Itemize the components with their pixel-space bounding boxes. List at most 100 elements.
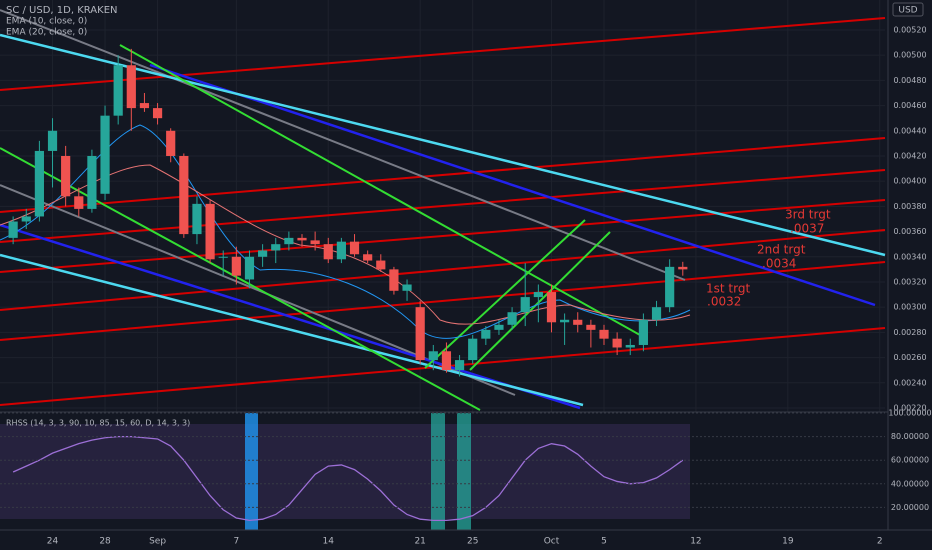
candle-body: [599, 329, 609, 339]
y-tick-label: 0.00480: [893, 76, 926, 85]
candle-body: [336, 241, 346, 260]
trend-line: [0, 9, 686, 281]
trend-line: [424, 219, 586, 369]
candle-body: [651, 307, 662, 320]
trend-line: [0, 33, 886, 257]
signal-column: [431, 413, 445, 530]
y-tick-label: 0.00420: [893, 151, 926, 160]
candle-body: [612, 338, 622, 348]
y-tick-label: 60.00000: [891, 456, 929, 465]
candle-body: [560, 319, 570, 323]
indicator-legend: EMA (10, close, 0): [6, 17, 87, 27]
candle-body: [468, 338, 478, 361]
x-tick-label: 12: [690, 537, 701, 547]
candle-body: [625, 344, 635, 348]
candle-body: [166, 130, 176, 156]
x-tick-label: 7: [233, 537, 239, 547]
annotation: 2nd trgt: [757, 243, 806, 257]
candle-body: [139, 103, 150, 109]
candle-body: [192, 203, 202, 235]
candle-body: [113, 65, 123, 116]
x-tick-label: 28: [99, 537, 111, 547]
y-tick-label: 0.00340: [893, 252, 926, 261]
trend-line: [0, 223, 581, 410]
currency-badge: [892, 2, 924, 17]
candle-body: [100, 115, 110, 194]
y-tick-label: 80.00000: [891, 432, 929, 441]
candle-body: [8, 221, 18, 238]
candle-body: [520, 297, 530, 313]
candle-body: [74, 196, 84, 209]
candle-body: [415, 307, 425, 361]
y-tick-label: 0.00400: [893, 177, 926, 186]
candle-body: [258, 250, 268, 257]
x-tick-label: 25: [467, 537, 478, 547]
candle-body: [271, 244, 281, 251]
candle-body: [21, 216, 31, 222]
candle-body: [586, 324, 596, 330]
x-tick-label: 14: [323, 537, 335, 547]
annotation: .0037: [790, 222, 824, 236]
candle-body: [34, 150, 44, 217]
y-tick-label: 0.00300: [893, 303, 926, 312]
candle-body: [47, 130, 58, 151]
candle-body: [494, 324, 504, 330]
y-tick-label: 0.00220: [893, 403, 926, 412]
price-axis: [888, 0, 932, 550]
x-tick-label: Oct: [544, 537, 560, 547]
axes: 0.00220 0.00240 0.00260 0.00280 0.00300 0.003…: [0, 25, 932, 547]
indicator-legend: EMA (20, close, 0): [6, 28, 87, 38]
candle-body: [573, 319, 583, 325]
candle-body: [376, 260, 386, 270]
candle-body: [297, 237, 307, 241]
candle-body: [126, 65, 136, 109]
currency: USD: [898, 6, 917, 16]
trend-line: [0, 147, 481, 411]
y-tick-label: 0.00500: [893, 51, 926, 60]
y-tick-label: 0.00240: [893, 378, 926, 387]
candle-body: [678, 266, 688, 270]
candle-body: [284, 237, 294, 245]
candle-body: [205, 203, 215, 260]
x-tick-label: Sep: [149, 537, 166, 547]
y-tick-label: 40.00000: [891, 479, 929, 488]
candle-body: [428, 351, 438, 361]
trend-line: [0, 199, 886, 273]
candle-body: [638, 319, 648, 345]
y-tick-label: 0.00520: [893, 25, 926, 34]
candle-body: [244, 256, 255, 280]
y-tick-label: 0.00360: [893, 227, 926, 236]
ema-line: [0, 124, 691, 339]
annotation: .0034: [762, 257, 796, 271]
trend-line: [469, 231, 611, 371]
y-tick-label: 20.00000: [891, 503, 929, 512]
candle-body: [310, 240, 320, 245]
y-tick-label: 0.00460: [893, 101, 926, 110]
chart-title: SC / USD, 1D, KRAKEN: [6, 5, 118, 16]
candle-body: [349, 241, 360, 255]
y-tick-label: 0.00280: [893, 328, 926, 337]
trend-line: [0, 169, 886, 243]
trend-line: [0, 261, 886, 341]
x-tick-label: 19: [782, 537, 794, 547]
candle-body: [665, 266, 675, 308]
candle-body: [481, 329, 491, 339]
candle-body: [533, 292, 543, 298]
oscillator-title: RHSS (14, 3, 3, 90, 10, 85, 15, 60, D, 1…: [6, 419, 190, 428]
candle-body: [507, 312, 517, 325]
annotation: 3rd trgt: [785, 208, 831, 222]
y-tick-label: 0.00320: [893, 277, 926, 286]
candle-body: [363, 254, 373, 261]
ema-line: [0, 164, 691, 325]
candle-body: [61, 155, 71, 197]
candle-body: [179, 155, 189, 235]
oscillator-band: [0, 424, 690, 519]
y-tick-label: 0.00440: [893, 126, 926, 135]
candle-body: [546, 292, 557, 323]
candle-body: [87, 155, 97, 209]
x-tick-label: 5: [601, 537, 607, 547]
candle-body: [231, 256, 241, 276]
y-tick-label: 100.00000: [888, 409, 931, 418]
